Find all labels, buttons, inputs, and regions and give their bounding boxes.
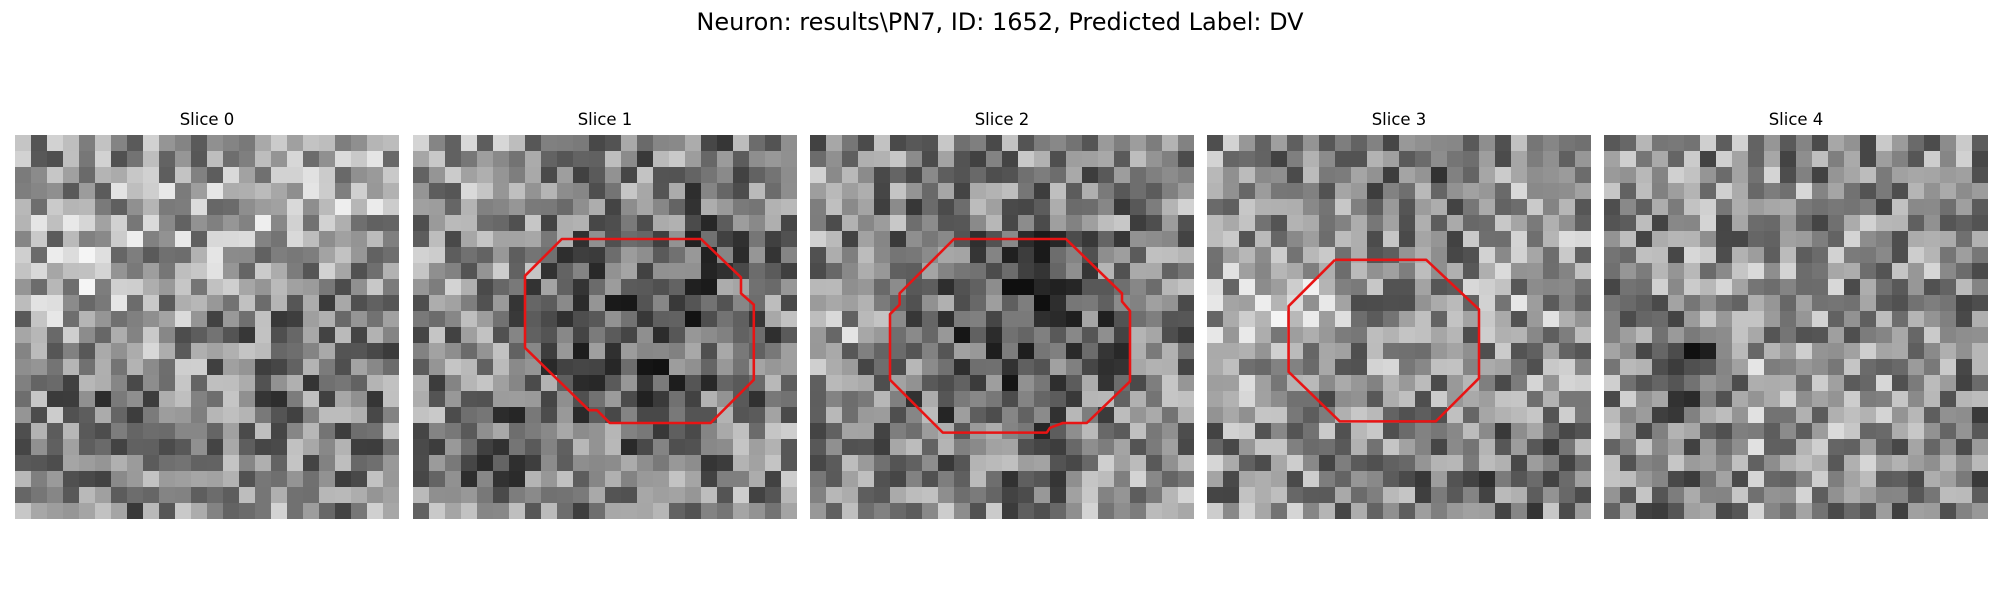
grayscale-pixels: [15, 135, 399, 519]
slice-image: [413, 135, 797, 519]
neuron-contour: [1287, 258, 1481, 423]
slice-title: Slice 2: [974, 110, 1030, 129]
slice-image: [1604, 135, 1988, 519]
slice-title: Slice 4: [1768, 110, 1824, 129]
neuron-contour: [888, 237, 1132, 434]
grayscale-pixels: [810, 135, 1194, 519]
grayscale-pixels: [413, 135, 797, 519]
grayscale-pixels: [1207, 135, 1591, 519]
slice-image: [1207, 135, 1591, 519]
figure-title: Neuron: results\PN7, ID: 1652, Predicted…: [696, 8, 1304, 36]
slice-title: Slice 1: [577, 110, 633, 129]
neuron-contour: [523, 237, 756, 425]
slice-title: Slice 0: [179, 110, 235, 129]
grayscale-pixels: [1604, 135, 1988, 519]
slice-image: [15, 135, 399, 519]
slice-title: Slice 3: [1371, 110, 1427, 129]
slice-image: [810, 135, 1194, 519]
